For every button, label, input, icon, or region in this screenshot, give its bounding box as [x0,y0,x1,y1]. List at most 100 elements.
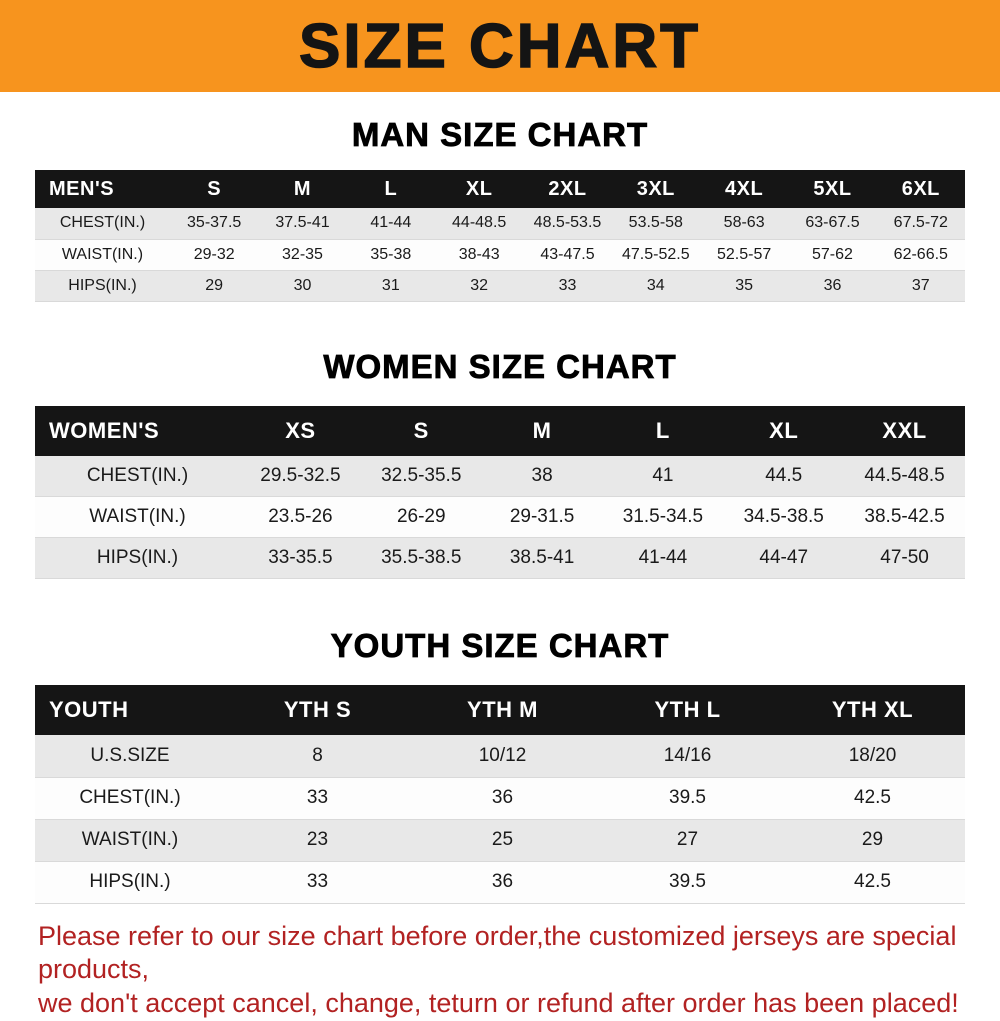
measurement-value: 29-32 [170,239,259,271]
youth-section: YOUTH SIZE CHART YOUTH YTH S YTH M YTH L YTH… [0,627,1000,904]
size-column-header: 6XL [876,170,965,208]
measurement-value: 42.5 [780,777,965,820]
measurement-value: 58-63 [699,208,789,240]
table-row: CHEST(IN.) 35-37.5 37.5-41 41-44 44-48.5 48.5… [35,208,965,240]
measurement-value: 52.5-57 [699,239,789,271]
measurement-value: 63-67.5 [788,208,877,240]
size-column-header: XL [434,170,524,208]
measurement-value: 41-44 [346,208,435,240]
disclaimer-line-1: Please refer to our size chart before or… [38,920,957,985]
measurement-value: 44-48.5 [434,208,524,240]
measurement-value: 38.5-42.5 [844,496,965,538]
measurement-label: HIPS(IN.) [35,537,240,579]
measurement-value: 14/16 [595,735,780,778]
measurement-value: 32 [434,270,524,302]
table-title-cell: MEN'S [35,170,170,208]
women-size-table: WOMEN'S XS S M L XL XXL CHEST(IN.) 29.5-32.5 32.5… [35,405,965,579]
size-column-header: 5XL [788,170,877,208]
table-header-row: MEN'S S M L XL 2XL 3XL 4XL 5XL 6XL [35,170,965,208]
size-column-header: YTH S [225,685,410,735]
measurement-label: CHEST(IN.) [35,208,170,240]
measurement-value: 10/12 [410,735,595,778]
measurement-value: 36 [788,270,877,302]
size-column-header: M [258,170,347,208]
measurement-value: 32-35 [258,239,347,271]
size-column-header: S [170,170,259,208]
measurement-value: 8 [225,735,410,778]
measurement-label: WAIST(IN.) [35,239,170,271]
women-section-heading: WOMEN SIZE CHART [323,347,677,385]
measurement-value: 39.5 [595,777,780,820]
size-column-header: YTH L [595,685,780,735]
measurement-value: 57-62 [788,239,877,271]
size-column-header: 2XL [523,170,612,208]
size-column-header: YTH XL [780,685,965,735]
disclaimer: Please refer to our size chart before or… [0,920,1000,1021]
measurement-value: 29 [780,819,965,862]
men-section: MAN SIZE CHART MEN'S S M L XL 2XL 3XL 4XL 5XL 6XL… [0,116,1000,302]
measurement-value: 44.5 [723,455,845,497]
measurement-value: 30 [258,270,347,302]
table-header-row: YOUTH YTH S YTH M YTH L YTH XL [35,685,965,735]
table-row: WAIST(IN.) 23 25 27 29 [35,819,965,862]
measurement-value: 53.5-58 [611,208,700,240]
measurement-value: 47.5-52.5 [611,239,700,271]
measurement-value: 44-47 [723,537,845,579]
measurement-value: 48.5-53.5 [523,208,612,240]
table-row: WAIST(IN.) 23.5-26 26-29 29-31.5 31.5-34.5 34… [35,496,965,538]
measurement-label: CHEST(IN.) [35,777,225,820]
measurement-value: 34.5-38.5 [723,496,845,538]
measurement-label: CHEST(IN.) [35,455,240,497]
measurement-value: 33 [225,777,410,820]
table-row: HIPS(IN.) 33-35.5 35.5-38.5 38.5-41 41-44 44-… [35,537,965,579]
measurement-value: 39.5 [595,861,780,904]
measurement-value: 35 [699,270,789,302]
measurement-value: 29 [170,270,259,302]
measurement-value: 29.5-32.5 [240,455,361,497]
size-column-header: 4XL [699,170,789,208]
measurement-value: 31.5-34.5 [602,496,724,538]
measurement-value: 23 [225,819,410,862]
measurement-value: 32.5-35.5 [360,455,482,497]
measurement-value: 62-66.5 [876,239,965,271]
measurement-value: 37 [876,270,965,302]
women-section: WOMEN SIZE CHART WOMEN'S XS S M L XL XXL CHEST(… [0,347,1000,579]
measurement-label: HIPS(IN.) [35,270,170,302]
table-row: HIPS(IN.) 33 36 39.5 42.5 [35,861,965,904]
measurement-value: 43-47.5 [523,239,612,271]
size-column-header: XS [240,405,361,456]
table-row: CHEST(IN.) 29.5-32.5 32.5-35.5 38 41 44.5 44.5… [35,455,965,497]
page-title: SIZE CHART [298,11,701,82]
table-row: WAIST(IN.) 29-32 32-35 35-38 38-43 43-47.5 47.… [35,239,965,271]
measurement-value: 33 [225,861,410,904]
table-title-cell: WOMEN'S [35,405,240,456]
measurement-value: 29-31.5 [481,496,603,538]
measurement-value: 23.5-26 [240,496,361,538]
size-column-header: M [481,405,603,456]
table-row: U.S.SIZE 8 10/12 14/16 18/20 [35,735,965,778]
youth-section-heading: YOUTH SIZE CHART [330,627,670,665]
size-column-header: L [346,170,435,208]
measurement-value: 33 [523,270,612,302]
measurement-value: 67.5-72 [876,208,965,240]
measurement-label: WAIST(IN.) [35,496,240,538]
measurement-value: 31 [346,270,435,302]
men-section-heading: MAN SIZE CHART [351,116,649,154]
table-row: HIPS(IN.) 29 30 31 32 33 34 35 36 37 [35,270,965,302]
size-column-header: L [602,405,724,456]
measurement-value: 41-44 [602,537,724,579]
measurement-value: 38 [481,455,603,497]
measurement-label: HIPS(IN.) [35,861,225,904]
measurement-value: 26-29 [360,496,482,538]
measurement-value: 47-50 [844,537,965,579]
measurement-label: WAIST(IN.) [35,819,225,862]
size-column-header: XXL [844,405,965,456]
measurement-value: 42.5 [780,861,965,904]
measurement-value: 38.5-41 [481,537,603,579]
youth-size-table: YOUTH YTH S YTH M YTH L YTH XL U.S.SIZE 8 10/12… [35,685,965,904]
measurement-value: 35-38 [346,239,435,271]
measurement-value: 38-43 [434,239,524,271]
men-size-table: MEN'S S M L XL 2XL 3XL 4XL 5XL 6XL CHEST(IN.) 35-37… [35,170,965,302]
banner: SIZE CHART [0,0,1000,92]
